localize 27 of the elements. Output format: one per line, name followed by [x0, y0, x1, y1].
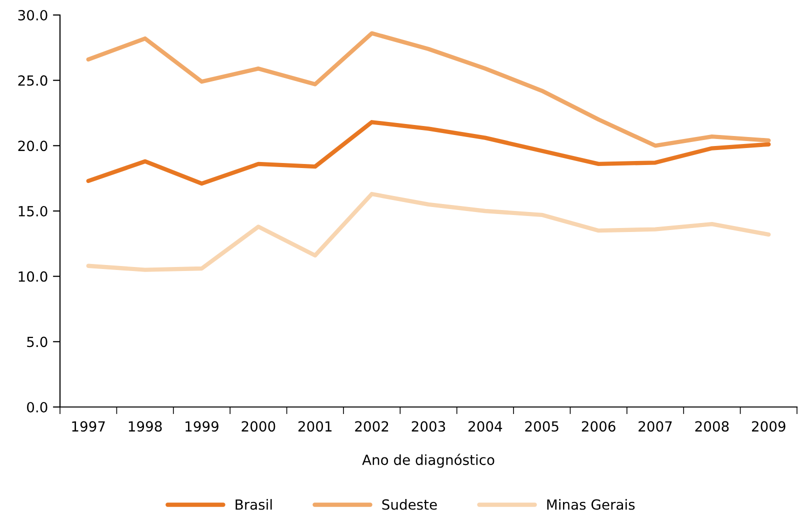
x-tick-label: 2002: [355, 421, 388, 432]
x-axis-title: Ano de diagnóstico: [362, 454, 494, 468]
x-tick-label: 2008: [695, 421, 729, 432]
x-tick-label: 2009: [752, 421, 786, 432]
x-tick-label: 2007: [638, 421, 672, 432]
x-tick-label: 2005: [525, 421, 558, 432]
legend-label: Brasil: [236, 499, 272, 510]
y-tick-label: 5.0: [27, 336, 48, 348]
x-tick-label: 2001: [298, 421, 332, 432]
y-tick-label: 15.0: [18, 206, 48, 216]
y-tick-label: 25.0: [18, 75, 48, 86]
x-tick-label: 2000: [242, 421, 276, 432]
y-tick-label: 20.0: [18, 140, 48, 152]
line-series: [86, 120, 771, 186]
legend-label: Minas Gerais: [547, 499, 635, 510]
y-tick-label: 30.0: [18, 10, 48, 20]
x-tick-label: 1999: [186, 421, 218, 432]
legend-label: Sudeste: [382, 499, 437, 510]
x-tick-label: 2004: [468, 421, 502, 432]
x-tick-label: 1998: [128, 421, 162, 432]
x-tick-label: 1997: [72, 421, 105, 432]
y-tick-label: 0.0: [27, 402, 48, 412]
line-series: [86, 192, 771, 272]
x-tick-label: 2003: [412, 421, 446, 432]
line-series: [86, 31, 771, 148]
y-tick-label: 10.0: [18, 271, 48, 282]
x-tick-label: 2006: [582, 421, 616, 432]
